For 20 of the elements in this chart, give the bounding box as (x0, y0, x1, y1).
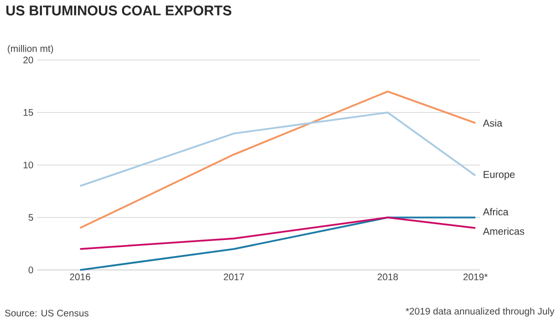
chart-title: US BITUMINOUS COAL EXPORTS (6, 6, 232, 16)
series-label: Europe (484, 171, 515, 180)
text: *2019 data annualized through July (406, 308, 554, 316)
series-label: Africa (482, 208, 508, 216)
y-tick-label: 15 (24, 109, 34, 116)
line-series (79, 90, 476, 229)
x-tick-label: 2019* (463, 274, 488, 280)
y-tick-label: 20 (23, 56, 34, 64)
x-tick-label: 2017 (224, 274, 244, 280)
y-tick-label: 0 (28, 266, 34, 274)
x-tick-label: 2016 (70, 274, 90, 280)
x-tick-label: 2018 (378, 274, 398, 280)
series-label: Asia (482, 119, 502, 127)
line-series (79, 112, 476, 187)
y-tick-label: 5 (28, 214, 34, 221)
series-label: Americas (482, 227, 524, 235)
y-axis-title: (million mt) (8, 44, 54, 54)
y-tick-label: 10 (24, 162, 34, 168)
line-series (79, 216, 476, 250)
source-note: Source: US Census (4, 310, 88, 316)
